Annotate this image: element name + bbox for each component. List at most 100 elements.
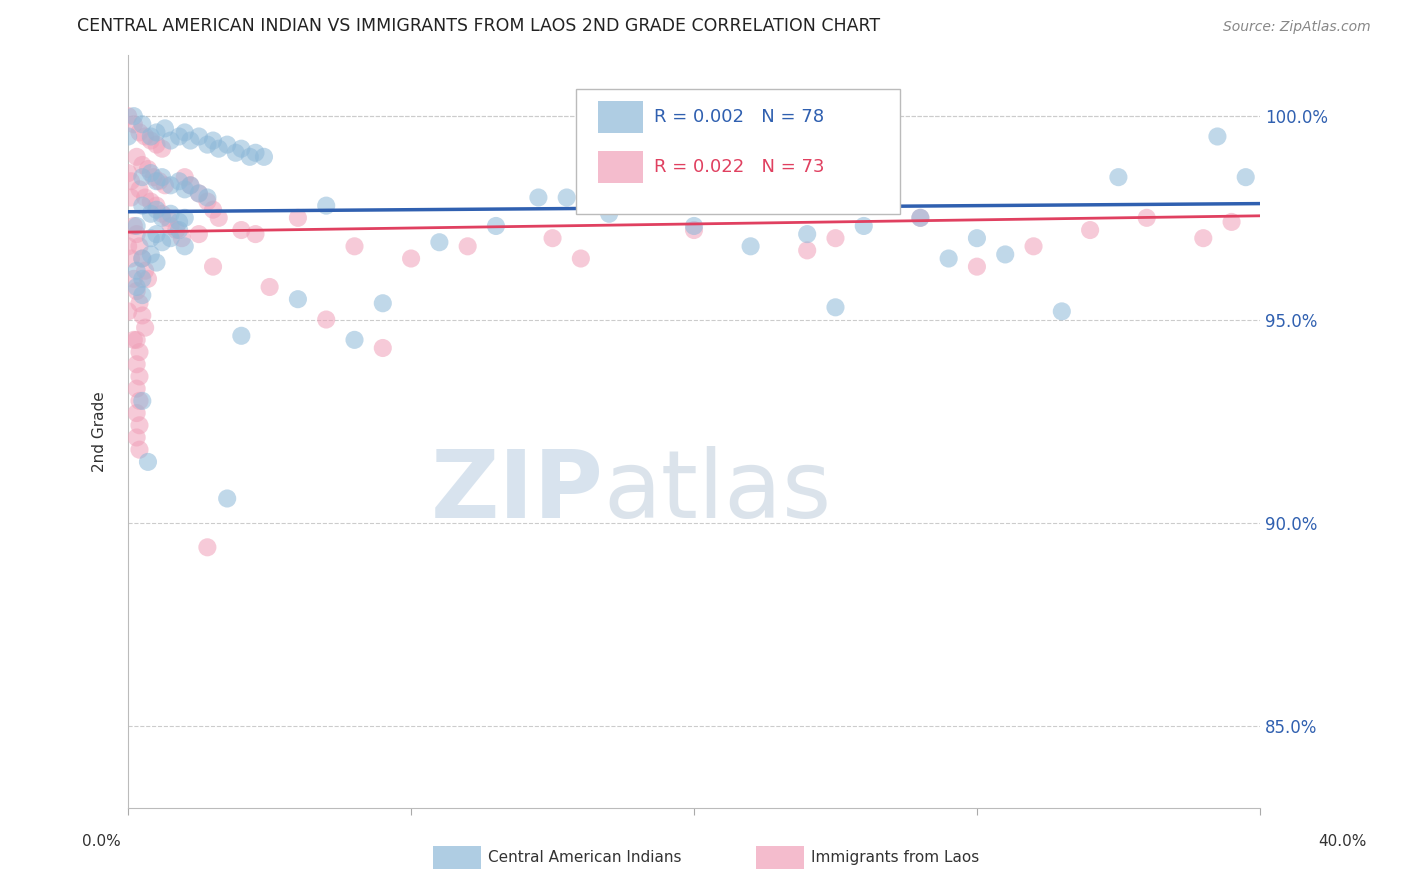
Point xyxy=(173,211,195,225)
Point xyxy=(159,178,181,193)
Point xyxy=(122,219,145,233)
Point xyxy=(202,260,225,274)
Point xyxy=(167,174,190,188)
Point xyxy=(156,211,179,225)
Point xyxy=(195,541,218,555)
Point xyxy=(134,320,156,334)
Point xyxy=(145,255,167,269)
Point xyxy=(1220,215,1243,229)
Point xyxy=(145,202,167,217)
Point xyxy=(1136,211,1159,225)
Point xyxy=(485,219,508,233)
Point xyxy=(569,252,592,266)
Text: R = 0.022   N = 73: R = 0.022 N = 73 xyxy=(654,158,824,176)
Text: CENTRAL AMERICAN INDIAN VS IMMIGRANTS FROM LAOS 2ND GRADE CORRELATION CHART: CENTRAL AMERICAN INDIAN VS IMMIGRANTS FR… xyxy=(77,17,880,35)
Point xyxy=(122,109,145,123)
Text: atlas: atlas xyxy=(603,446,832,538)
Point xyxy=(150,235,173,250)
Point xyxy=(139,134,162,148)
Point xyxy=(131,252,153,266)
Point xyxy=(122,117,145,131)
Point xyxy=(125,280,148,294)
Point xyxy=(131,117,153,131)
Point xyxy=(122,272,145,286)
Point xyxy=(231,223,253,237)
Point xyxy=(259,280,281,294)
Y-axis label: 2nd Grade: 2nd Grade xyxy=(93,391,107,472)
Point xyxy=(202,202,225,217)
Text: Central American Indians: Central American Indians xyxy=(488,850,682,864)
Point xyxy=(217,491,239,506)
Point xyxy=(966,260,988,274)
Point xyxy=(1192,231,1215,245)
Point xyxy=(173,125,195,139)
Point xyxy=(541,231,564,245)
Point xyxy=(1206,129,1229,144)
Point xyxy=(187,129,209,144)
Point xyxy=(128,296,150,310)
Point xyxy=(195,137,218,152)
Point xyxy=(555,190,578,204)
Point xyxy=(125,406,148,420)
Point xyxy=(153,121,176,136)
Point xyxy=(343,333,366,347)
Point xyxy=(202,134,225,148)
Point xyxy=(134,263,156,277)
Point xyxy=(910,211,932,225)
Point xyxy=(429,235,451,250)
Point xyxy=(824,301,846,315)
Point xyxy=(131,170,153,185)
Point xyxy=(245,227,267,241)
Point xyxy=(131,288,153,302)
Point xyxy=(139,247,162,261)
Point xyxy=(139,231,162,245)
Point xyxy=(134,129,156,144)
Point xyxy=(1078,223,1101,237)
Point xyxy=(150,211,173,225)
Point xyxy=(131,199,153,213)
Text: 0.0%: 0.0% xyxy=(82,834,121,848)
Point xyxy=(179,178,201,193)
Point xyxy=(117,129,139,144)
Text: ZIP: ZIP xyxy=(430,446,603,538)
Point xyxy=(159,134,181,148)
Point xyxy=(187,186,209,201)
Point xyxy=(136,455,159,469)
Point xyxy=(796,227,818,241)
Point xyxy=(167,129,190,144)
Point xyxy=(139,129,162,144)
Point xyxy=(179,134,201,148)
Point xyxy=(994,247,1017,261)
Point xyxy=(187,186,209,201)
Point xyxy=(128,442,150,457)
Text: 40.0%: 40.0% xyxy=(1319,834,1367,848)
Point xyxy=(125,263,148,277)
Point xyxy=(371,341,394,355)
Point xyxy=(128,125,150,139)
Point xyxy=(173,239,195,253)
Point xyxy=(527,190,550,204)
Point xyxy=(128,393,150,408)
Point xyxy=(139,207,162,221)
Point xyxy=(148,174,170,188)
Point xyxy=(117,166,139,180)
Point xyxy=(125,150,148,164)
Text: Source: ZipAtlas.com: Source: ZipAtlas.com xyxy=(1223,21,1371,34)
Point xyxy=(125,284,148,298)
Point xyxy=(173,182,195,196)
Point xyxy=(142,170,165,185)
Point xyxy=(225,145,247,160)
Point xyxy=(315,199,337,213)
Point xyxy=(1234,170,1257,185)
Point xyxy=(117,239,139,253)
Point xyxy=(125,227,148,241)
Point xyxy=(287,211,309,225)
Point xyxy=(217,137,239,152)
Point xyxy=(150,142,173,156)
Point xyxy=(167,223,190,237)
Point xyxy=(966,231,988,245)
Point xyxy=(159,231,181,245)
Point xyxy=(120,190,142,204)
Point xyxy=(150,170,173,185)
Point xyxy=(125,219,148,233)
